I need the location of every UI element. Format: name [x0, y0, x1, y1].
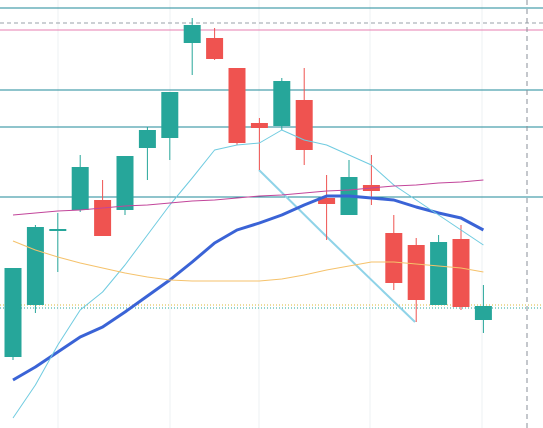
candle-body — [4, 268, 22, 357]
drawing-line — [258, 169, 416, 323]
background-grid — [57, 0, 483, 428]
candle-body — [318, 198, 336, 204]
candle-body — [71, 167, 89, 210]
candle-body — [295, 100, 313, 150]
candle-body — [430, 242, 448, 305]
candle-body — [161, 92, 179, 138]
candle-body — [407, 245, 425, 300]
candle-body — [273, 81, 291, 126]
candle-body — [474, 306, 492, 320]
moving-average-line — [12, 194, 485, 382]
candle-body — [250, 123, 268, 128]
candle-body — [228, 68, 246, 143]
moving-average-line — [12, 129, 484, 419]
candle-body — [49, 229, 67, 231]
candle-body — [26, 227, 44, 305]
candle-body — [138, 130, 156, 148]
candle-body — [385, 233, 403, 283]
moving-average-line — [12, 240, 484, 282]
candle-body — [206, 38, 224, 59]
candle-body — [116, 156, 134, 210]
candle-body — [452, 239, 470, 307]
moving-average-line — [12, 179, 484, 216]
candle-body — [183, 25, 201, 43]
candle-body — [94, 200, 112, 236]
